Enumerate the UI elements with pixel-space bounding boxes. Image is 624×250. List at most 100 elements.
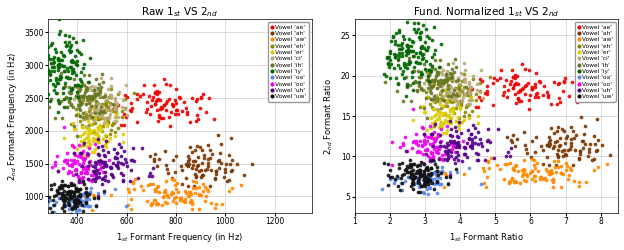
Point bbox=[391, 42, 401, 46]
Point bbox=[413, 27, 423, 31]
Point bbox=[421, 180, 431, 184]
Point bbox=[401, 150, 411, 154]
Point bbox=[430, 138, 440, 142]
Point bbox=[43, 44, 53, 48]
Point bbox=[74, 84, 84, 87]
Point bbox=[119, 149, 129, 153]
Point bbox=[132, 120, 142, 124]
Point bbox=[76, 114, 85, 118]
Point bbox=[449, 92, 459, 96]
Point bbox=[425, 124, 435, 128]
Point bbox=[440, 149, 450, 153]
Point bbox=[84, 108, 94, 112]
Point bbox=[457, 120, 467, 124]
Point bbox=[423, 77, 433, 81]
Point bbox=[521, 172, 531, 176]
Point bbox=[102, 87, 112, 91]
Point bbox=[388, 35, 397, 39]
Point bbox=[480, 158, 490, 162]
Point bbox=[405, 49, 415, 53]
Point bbox=[433, 145, 443, 149]
Point bbox=[422, 74, 432, 78]
Point bbox=[66, 158, 76, 162]
Point bbox=[433, 72, 443, 76]
Point bbox=[435, 122, 445, 126]
Point bbox=[526, 155, 536, 159]
Point bbox=[414, 84, 424, 87]
Point bbox=[544, 140, 554, 144]
Point bbox=[59, 54, 69, 58]
Point bbox=[390, 39, 400, 43]
Point bbox=[536, 175, 546, 179]
Point bbox=[187, 198, 197, 202]
Point bbox=[442, 114, 452, 118]
Point bbox=[42, 199, 52, 203]
Point bbox=[40, 184, 50, 188]
Point bbox=[38, 197, 48, 201]
Point bbox=[54, 62, 64, 66]
Point bbox=[77, 164, 87, 168]
Point bbox=[95, 126, 105, 130]
Point bbox=[76, 171, 86, 175]
Point bbox=[411, 138, 421, 142]
Point bbox=[443, 153, 453, 157]
Point bbox=[192, 144, 202, 148]
Point bbox=[429, 170, 439, 174]
Point bbox=[51, 76, 61, 80]
Point bbox=[425, 80, 435, 84]
Point bbox=[47, 82, 57, 86]
Point bbox=[119, 179, 129, 183]
Point bbox=[509, 83, 519, 87]
Point bbox=[37, 80, 47, 84]
Point bbox=[415, 61, 425, 65]
Point bbox=[386, 76, 396, 80]
Point bbox=[210, 177, 220, 181]
Point bbox=[177, 182, 187, 186]
Point bbox=[85, 186, 95, 190]
Point bbox=[401, 167, 411, 171]
Point bbox=[73, 199, 83, 203]
Point bbox=[184, 194, 194, 198]
Point bbox=[404, 62, 414, 66]
Point bbox=[75, 76, 85, 80]
Point bbox=[402, 48, 412, 52]
Point bbox=[444, 73, 454, 77]
Point bbox=[66, 60, 76, 64]
Point bbox=[65, 65, 75, 69]
Point bbox=[517, 87, 527, 91]
Point bbox=[57, 196, 67, 200]
Point bbox=[441, 110, 451, 114]
Point bbox=[88, 105, 98, 109]
Point bbox=[110, 187, 120, 191]
Point bbox=[489, 76, 499, 80]
Point bbox=[139, 84, 149, 87]
Point bbox=[121, 114, 131, 118]
Point bbox=[442, 104, 452, 108]
Point bbox=[436, 111, 446, 115]
Point bbox=[432, 146, 442, 150]
Point bbox=[429, 82, 439, 86]
Point bbox=[74, 196, 84, 200]
Point bbox=[101, 100, 111, 103]
Point bbox=[123, 187, 133, 191]
Point bbox=[484, 160, 494, 164]
Point bbox=[421, 68, 431, 72]
Point bbox=[416, 72, 426, 76]
Point bbox=[544, 144, 554, 148]
Point bbox=[43, 68, 53, 71]
Point bbox=[446, 126, 456, 130]
Point bbox=[67, 162, 77, 166]
Point bbox=[457, 99, 467, 103]
Point bbox=[554, 81, 564, 85]
Point bbox=[422, 34, 432, 38]
Point bbox=[474, 130, 484, 134]
Point bbox=[102, 105, 112, 109]
Point bbox=[412, 175, 422, 179]
Point bbox=[394, 47, 404, 51]
Point bbox=[111, 115, 121, 119]
Point bbox=[199, 153, 209, 157]
Point bbox=[56, 63, 66, 67]
Point bbox=[449, 141, 459, 145]
Point bbox=[403, 44, 413, 48]
Point bbox=[45, 72, 55, 76]
